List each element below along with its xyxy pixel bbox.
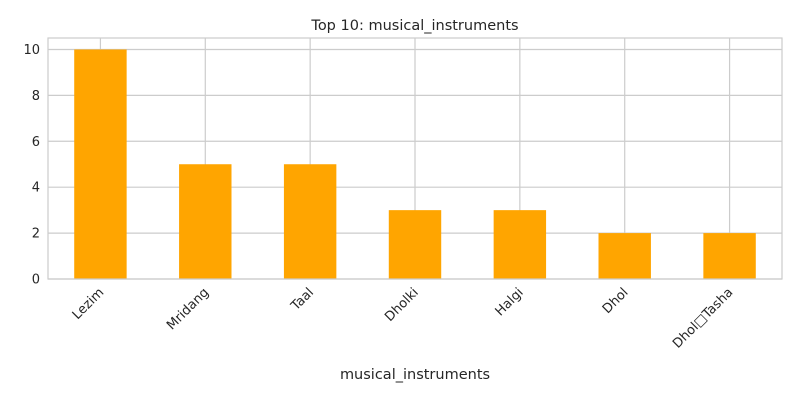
y-tick-label: 2 (32, 227, 40, 242)
bar-layer (74, 49, 756, 279)
bar (703, 233, 756, 279)
bar (283, 164, 337, 279)
chart-title: Top 10: musical_instruments (310, 18, 518, 34)
y-tick-label: 6 (32, 135, 40, 150)
bar (179, 164, 232, 279)
bar (493, 210, 547, 279)
y-tick-label: 10 (23, 43, 40, 58)
bar (598, 233, 651, 279)
y-tick-label: 0 (32, 273, 40, 288)
x-axis-label: musical_instruments (340, 367, 490, 383)
y-tick-label: 4 (32, 181, 40, 196)
plot-frame (47, 37, 783, 280)
y-tick-label: 8 (32, 89, 40, 104)
y-tick-labels: 0 2 4 6 8 10 (23, 43, 40, 288)
bar (74, 49, 127, 279)
bar (388, 210, 442, 279)
